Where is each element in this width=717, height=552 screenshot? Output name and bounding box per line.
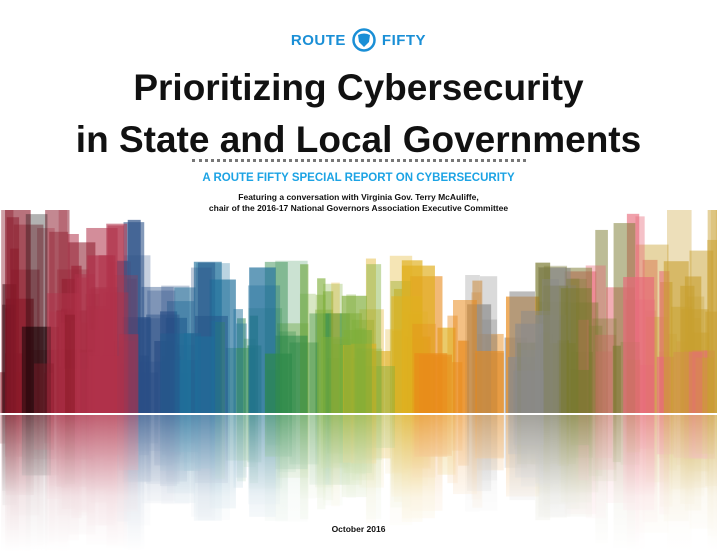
skyline-building bbox=[194, 336, 215, 413]
skyline-building bbox=[595, 334, 617, 413]
skyline-building bbox=[13, 224, 44, 413]
skyline-building bbox=[64, 314, 75, 413]
skyline-building bbox=[595, 351, 613, 413]
skyline-building bbox=[543, 285, 569, 413]
skyline-building bbox=[275, 260, 308, 413]
dotted-divider bbox=[192, 159, 526, 162]
skyline-building bbox=[389, 255, 413, 413]
skyline-building bbox=[139, 355, 149, 413]
skyline-building bbox=[570, 369, 590, 413]
subtitle: A ROUTE FIFTY SPECIAL REPORT ON CYBERSEC… bbox=[202, 172, 515, 184]
skyline-building bbox=[475, 350, 504, 413]
skyline-building bbox=[520, 310, 553, 413]
skyline-building bbox=[695, 357, 714, 413]
skyline-building bbox=[623, 277, 655, 413]
skyline-building bbox=[414, 353, 448, 413]
skyline-building bbox=[6, 217, 20, 413]
skyline-building bbox=[49, 231, 69, 413]
route-fifty-logo: ROUTE FIFTY bbox=[0, 28, 717, 52]
featuring-text: Featuring a conversation with Virginia G… bbox=[0, 192, 717, 214]
skyline-building bbox=[237, 318, 246, 413]
skyline-building bbox=[138, 318, 161, 413]
skyline-building bbox=[71, 320, 81, 413]
skyline-building bbox=[453, 300, 477, 413]
skyline-building bbox=[25, 326, 59, 413]
skyline-building bbox=[215, 322, 225, 413]
skyline-building bbox=[588, 325, 603, 413]
skyline-building bbox=[322, 291, 334, 413]
skyline-building bbox=[233, 309, 243, 413]
logo-text-left: ROUTE bbox=[290, 31, 346, 49]
skyline-building bbox=[595, 229, 608, 413]
title-line-2: in State and Local Governments bbox=[75, 119, 642, 160]
skyline-building bbox=[49, 349, 70, 413]
skyline-building bbox=[147, 290, 176, 413]
skyline-building bbox=[612, 345, 621, 413]
featuring-line-2: chair of the 2016-17 National Governors … bbox=[208, 203, 509, 213]
skyline-building bbox=[21, 326, 51, 413]
report-date: October 2016 bbox=[331, 524, 386, 534]
skyline-building bbox=[317, 278, 326, 413]
skyline-building bbox=[663, 261, 689, 413]
skyline-building bbox=[566, 278, 587, 413]
skyline-building bbox=[33, 363, 54, 413]
featuring-line-1: Featuring a conversation with Virginia G… bbox=[238, 192, 479, 202]
skyline-building bbox=[210, 320, 221, 413]
reflection-fade bbox=[0, 413, 717, 552]
skyline-building bbox=[44, 372, 53, 413]
skyline-building bbox=[88, 355, 120, 413]
skyline-building bbox=[715, 210, 717, 413]
skyline-building bbox=[235, 323, 247, 413]
skyline-building bbox=[119, 334, 139, 413]
title-line-1: Prioritizing Cybersecurity bbox=[133, 67, 584, 108]
skyline-building bbox=[521, 350, 541, 413]
skyline-building bbox=[343, 330, 372, 413]
skyline-building bbox=[25, 214, 48, 413]
skyline-building bbox=[592, 318, 617, 413]
shield-icon bbox=[352, 28, 376, 52]
page-title: Prioritizing Cybersecurity in State and … bbox=[0, 62, 717, 166]
skyline-building bbox=[264, 353, 292, 413]
skyline-building bbox=[541, 279, 559, 413]
skyline-building bbox=[707, 239, 717, 413]
skyline-building bbox=[412, 323, 437, 413]
logo-text-right: FIFTY bbox=[381, 31, 427, 49]
skyline-building bbox=[46, 293, 80, 413]
skyline-building bbox=[76, 277, 89, 413]
skyline-building bbox=[513, 370, 544, 413]
skyline-building bbox=[1, 210, 14, 413]
skyline-building bbox=[146, 314, 180, 413]
skyline-building bbox=[331, 282, 340, 413]
